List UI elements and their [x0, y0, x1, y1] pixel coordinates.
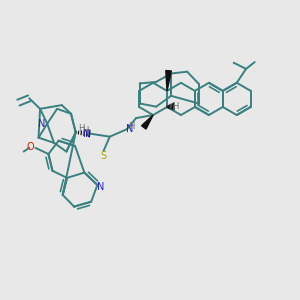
- Text: N: N: [126, 124, 133, 134]
- Text: H: H: [78, 124, 85, 133]
- Text: H: H: [82, 126, 88, 135]
- Polygon shape: [166, 70, 171, 91]
- Text: H: H: [128, 122, 135, 131]
- Text: S: S: [100, 151, 106, 160]
- Polygon shape: [142, 115, 153, 129]
- Text: N: N: [98, 182, 105, 193]
- Text: H: H: [172, 102, 179, 111]
- Text: N: N: [38, 119, 45, 129]
- Text: N: N: [83, 129, 91, 139]
- Text: O: O: [27, 142, 34, 152]
